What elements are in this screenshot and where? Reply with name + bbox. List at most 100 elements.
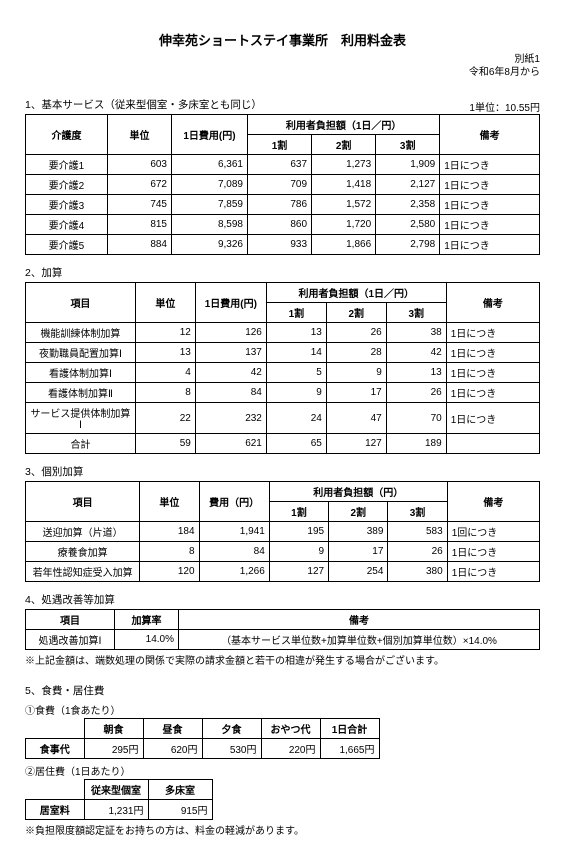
cell: 137 — [195, 343, 266, 363]
cell: 13 — [386, 363, 446, 383]
th-unit: 単位 — [135, 283, 195, 323]
cell: 22 — [135, 403, 195, 434]
cell: 1日につき — [440, 155, 540, 175]
cell: 1,720 — [312, 215, 376, 235]
th-cost: 費用（円） — [199, 482, 269, 522]
cell: 1,909 — [376, 155, 440, 175]
section2-title: 2、加算 — [25, 265, 540, 280]
section3-title: 3、個別加算 — [25, 464, 540, 479]
cell: 合計 — [26, 434, 136, 454]
cell: 送迎加算（片道） — [26, 522, 140, 542]
cell: 42 — [195, 363, 266, 383]
cell-lu: 620円 — [143, 739, 202, 759]
th-r3: 3割 — [388, 502, 447, 522]
s5-note: ※負担限度額認定証をお持ちの方は、料金の軽減があります。 — [25, 822, 540, 837]
cell: 126 — [195, 323, 266, 343]
th-unit: 単位 — [107, 115, 171, 155]
cell: 4 — [135, 363, 195, 383]
cell: 13 — [135, 343, 195, 363]
cell: 1回につき — [447, 522, 539, 542]
header: 伸幸苑ショートステイ事業所 利用料金表 別紙1 令和6年8月から — [25, 30, 540, 79]
cell: 7,089 — [172, 175, 248, 195]
cell: 47 — [326, 403, 386, 434]
cell: 26 — [388, 542, 447, 562]
empty-cell — [26, 719, 85, 739]
cell: 5 — [266, 363, 326, 383]
cell: 要介護4 — [26, 215, 108, 235]
section1-title: 1、基本サービス（従来型個室・多床室とも同じ） — [25, 97, 262, 112]
cell: 1日につき — [440, 235, 540, 255]
cell: 884 — [107, 235, 171, 255]
th-multi: 多床室 — [148, 780, 212, 800]
table-row: 看護体制加算Ⅱ884917261日につき — [26, 383, 540, 403]
cell: 要介護5 — [26, 235, 108, 255]
table-addition: 項目 単位 1日費用(円) 利用者負担額（1日／円） 備考 1割 2割 3割 機… — [25, 282, 540, 454]
th-r3: 3割 — [376, 135, 440, 155]
cell: サービス提供体制加算Ⅰ — [26, 403, 136, 434]
cell: 13 — [266, 323, 326, 343]
cell: 機能訓練体制加算 — [26, 323, 136, 343]
cell: 1,266 — [199, 562, 269, 582]
cell: 看護体制加算Ⅰ — [26, 363, 136, 383]
page-title: 伸幸苑ショートステイ事業所 利用料金表 — [25, 30, 540, 49]
cell: 26 — [326, 323, 386, 343]
th-remark: 備考 — [447, 482, 539, 522]
th-burden: 利用者負担額（1日／円） — [266, 283, 446, 303]
cell: 14 — [266, 343, 326, 363]
th-r3: 3割 — [386, 303, 446, 323]
appendix: 別紙1 — [514, 54, 540, 65]
s4-note: ※上記金額は、端数処理の関係で実際の請求金額と若干の相違が発生する場合がございま… — [25, 652, 540, 667]
cell: 860 — [247, 215, 311, 235]
cell: 26 — [386, 383, 446, 403]
th-remark: 備考 — [440, 115, 540, 155]
table-row: 看護体制加算Ⅰ44259131日につき — [26, 363, 540, 383]
cell: 70 — [386, 403, 446, 434]
table-row: 要介護37457,8597861,5722,3581日につき — [26, 195, 540, 215]
cell-sn: 220円 — [261, 739, 320, 759]
th-breakfast: 朝食 — [84, 719, 143, 739]
cell: 637 — [247, 155, 311, 175]
cell: 1日につき — [446, 343, 539, 363]
cell: 189 — [386, 434, 446, 454]
th-r2: 2割 — [326, 303, 386, 323]
cell: 28 — [326, 343, 386, 363]
cell: 380 — [388, 562, 447, 582]
cell: 1,866 — [312, 235, 376, 255]
table-row: 要介護58849,3269331,8662,7981日につき — [26, 235, 540, 255]
cell: 1日につき — [446, 403, 539, 434]
th-r1: 1割 — [266, 303, 326, 323]
table-row: 合計5962165127189 — [26, 434, 540, 454]
table-row: 若年性認知症受入加算1201,2661272543801日につき — [26, 562, 540, 582]
cell: 127 — [326, 434, 386, 454]
table-row: 要介護48158,5988601,7202,5801日につき — [26, 215, 540, 235]
cell: 1,941 — [199, 522, 269, 542]
cell: 1,273 — [312, 155, 376, 175]
section5-title: 5、食費・居住費 — [25, 683, 540, 698]
table-row: 夜勤職員配置加算Ⅰ131371428421日につき — [26, 343, 540, 363]
table-row: 機能訓練体制加算121261326381日につき — [26, 323, 540, 343]
cell: 療養食加算 — [26, 542, 140, 562]
cell: 7,859 — [172, 195, 248, 215]
cell-bf: 295円 — [84, 739, 143, 759]
cell: 1日につき — [446, 363, 539, 383]
th-item: 項目 — [26, 482, 140, 522]
th-rate: 加算率 — [115, 610, 179, 630]
th-burden: 利用者負担額（円） — [269, 482, 447, 502]
cell: 2,580 — [376, 215, 440, 235]
cell: 夜勤職員配置加算Ⅰ — [26, 343, 136, 363]
header-notes: 別紙1 令和6年8月から — [25, 53, 540, 79]
cell: 1日につき — [440, 195, 540, 215]
cell: 65 — [266, 434, 326, 454]
cell: 184 — [140, 522, 199, 542]
cell: 9,326 — [172, 235, 248, 255]
th-unit: 単位 — [140, 482, 199, 522]
cell: 59 — [135, 434, 195, 454]
cell: 6,361 — [172, 155, 248, 175]
cell: 17 — [326, 383, 386, 403]
cell: 9 — [326, 363, 386, 383]
cell-di: 530円 — [202, 739, 261, 759]
cell: 1日につき — [440, 175, 540, 195]
table-treatment-improvement: 項目 加算率 備考 処遇改善加算Ⅰ 14.0% （基本サービス単位数+加算単位数… — [25, 609, 540, 650]
room-subtitle: ②居住費（1日あたり） — [25, 763, 540, 778]
unit-note: 1単位：10.55円 — [469, 99, 540, 114]
